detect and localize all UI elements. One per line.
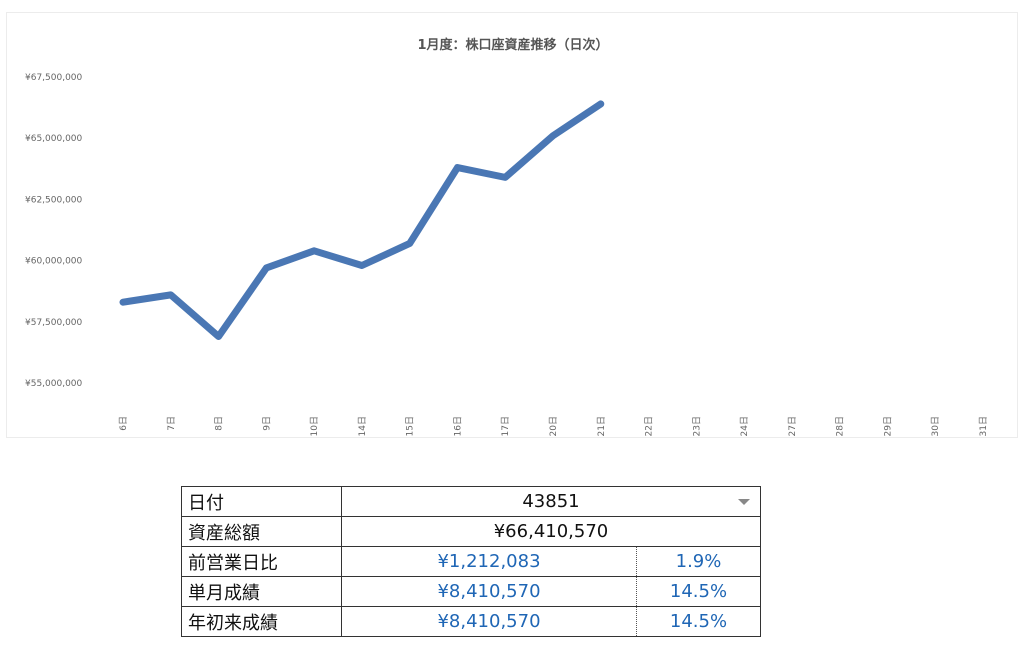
data-point [217, 335, 220, 338]
row-total: 資産総額 ¥66,410,570 [181, 516, 761, 547]
prev-amount: ¥1,212,083 [341, 546, 637, 577]
data-point [552, 134, 554, 137]
x-tick-label: 29日 [882, 416, 893, 436]
prev-pct: 1.9% [636, 546, 761, 577]
chart-title: 1月度：株口座資産推移（日次） [417, 37, 608, 53]
x-tick-label: 9日 [261, 416, 272, 431]
y-tick-label: ¥57,500,000 [25, 318, 83, 328]
x-tick-label: 21日 [596, 416, 607, 436]
row-prev: 前営業日比 ¥1,212,083 1.9% [181, 546, 761, 577]
data-point [265, 266, 268, 269]
x-tick-label: 27日 [787, 416, 798, 436]
data-point [456, 166, 459, 169]
month-amount: ¥8,410,570 [341, 576, 637, 607]
series-line [119, 100, 605, 340]
x-tick-label: 28日 [835, 416, 846, 436]
y-tick-label: ¥55,000,000 [25, 379, 83, 389]
row-ytd: 年初来成績 ¥8,410,570 14.5% [181, 606, 761, 637]
x-tick-label: 20日 [548, 416, 559, 436]
x-tick-label: 6日 [118, 416, 129, 431]
chart-panel: 1月度：株口座資産推移（日次） ¥55,000,000 ¥57,500,000 ¥6… [6, 12, 1018, 438]
data-point [360, 264, 363, 267]
y-tick-label: ¥65,000,000 [25, 134, 83, 144]
ytd-label: 年初来成績 [181, 606, 342, 637]
y-tick-label: ¥60,000,000 [25, 257, 83, 267]
x-axis: 6日 7日 8日 9日 10日 14日 15日 16日 17日 20日 21日 22日 23日 24日 27… [118, 416, 989, 436]
data-point [504, 176, 507, 179]
x-tick-label: 24日 [739, 416, 750, 436]
x-tick-label: 23日 [691, 416, 702, 436]
x-tick-label: 8日 [214, 416, 225, 431]
prev-label: 前営業日比 [181, 546, 342, 577]
row-month: 単月成績 ¥8,410,570 14.5% [181, 576, 761, 607]
x-tick-label: 22日 [644, 416, 655, 436]
date-select[interactable]: 43851 [341, 486, 761, 517]
ytd-pct: 14.5% [636, 606, 761, 637]
data-point [169, 293, 172, 296]
asset-line-chart: 1月度：株口座資産推移（日次） ¥55,000,000 ¥57,500,000 ¥6… [25, 37, 989, 436]
x-tick-label: 7日 [166, 416, 177, 431]
plot-area [119, 100, 605, 340]
row-date: 日付 43851 [181, 486, 761, 517]
total-label: 資産総額 [181, 516, 342, 547]
y-tick-label: ¥67,500,000 [25, 73, 83, 83]
x-tick-label: 14日 [357, 416, 368, 436]
date-label: 日付 [181, 486, 342, 517]
y-axis: ¥55,000,000 ¥57,500,000 ¥60,000,000 ¥62,500… [25, 73, 83, 389]
x-tick-label: 10日 [309, 416, 320, 436]
x-tick-label: 31日 [978, 416, 989, 436]
summary-table: 日付 43851 資産総額 ¥66,410,570 前営業日比 ¥1,212,0… [181, 486, 761, 637]
data-point [599, 102, 602, 105]
total-value: ¥66,410,570 [341, 516, 761, 547]
data-point [122, 301, 124, 304]
x-tick-label: 17日 [500, 416, 511, 436]
date-value: 43851 [522, 491, 580, 512]
chevron-down-icon[interactable] [738, 499, 750, 505]
data-point [313, 249, 316, 252]
x-tick-label: 15日 [405, 416, 416, 436]
ytd-amount: ¥8,410,570 [341, 606, 637, 637]
month-pct: 14.5% [636, 576, 761, 607]
x-tick-label: 16日 [452, 416, 463, 436]
x-tick-label: 30日 [930, 416, 941, 436]
data-point [408, 242, 411, 245]
y-tick-label: ¥62,500,000 [25, 195, 83, 205]
month-label: 単月成績 [181, 576, 342, 607]
